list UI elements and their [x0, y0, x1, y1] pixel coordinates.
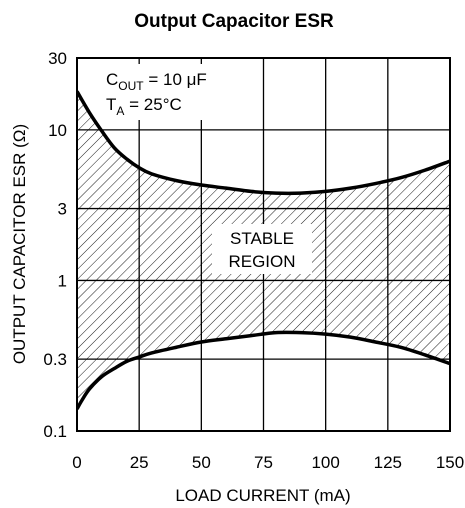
x-tick-label: 75: [254, 453, 273, 472]
x-tick-label: 100: [311, 453, 339, 472]
ta-main: T: [106, 95, 116, 114]
y-tick-label: 3: [58, 200, 67, 219]
lower-esr-limit-line: [77, 330, 450, 410]
annotation-background: [102, 64, 234, 120]
upper-esr-limit-line: [77, 90, 450, 196]
y-tick-label: 30: [48, 49, 67, 68]
x-tick-label: 125: [374, 453, 402, 472]
plot-frame: [76, 57, 451, 432]
ta-value: = 25°C: [124, 95, 181, 114]
x-tick-label: 50: [192, 453, 211, 472]
cout-main: C: [106, 70, 118, 89]
x-tick-label: 25: [130, 453, 149, 472]
test-conditions: COUT = 10 μF TA = 25°C: [102, 64, 234, 120]
x-axis-label: LOAD CURRENT (mA): [175, 486, 350, 505]
y-tick-label: 0.1: [43, 422, 67, 441]
y-axis-label: OUTPUT CAPACITOR ESR (Ω): [10, 124, 29, 364]
region-label-line-2: REGION: [228, 252, 295, 271]
y-axis-ticks: 0.1 0.3 1 3 10 30: [43, 49, 67, 441]
y-tick-label: 1: [58, 271, 67, 290]
ta-annotation: TA = 25°C: [106, 95, 182, 118]
x-axis-ticks: 0 25 50 75 100 125 150: [72, 453, 464, 472]
chart-title: Output Capacitor ESR: [134, 11, 334, 32]
y-tick-label: 10: [48, 121, 67, 140]
cout-subscript: OUT: [118, 79, 144, 93]
stable-region-label: STABLE REGION: [212, 224, 312, 274]
x-tick-label: 150: [436, 453, 464, 472]
x-tick-label: 0: [72, 453, 81, 472]
y-tick-label: 0.3: [43, 350, 67, 369]
region-label-line-1: STABLE: [230, 229, 294, 248]
grid: [77, 58, 450, 431]
cout-annotation: COUT = 10 μF: [106, 70, 207, 93]
ta-subscript: A: [116, 104, 124, 118]
region-label-background: [212, 224, 312, 274]
cout-value: = 10 μF: [144, 70, 207, 89]
